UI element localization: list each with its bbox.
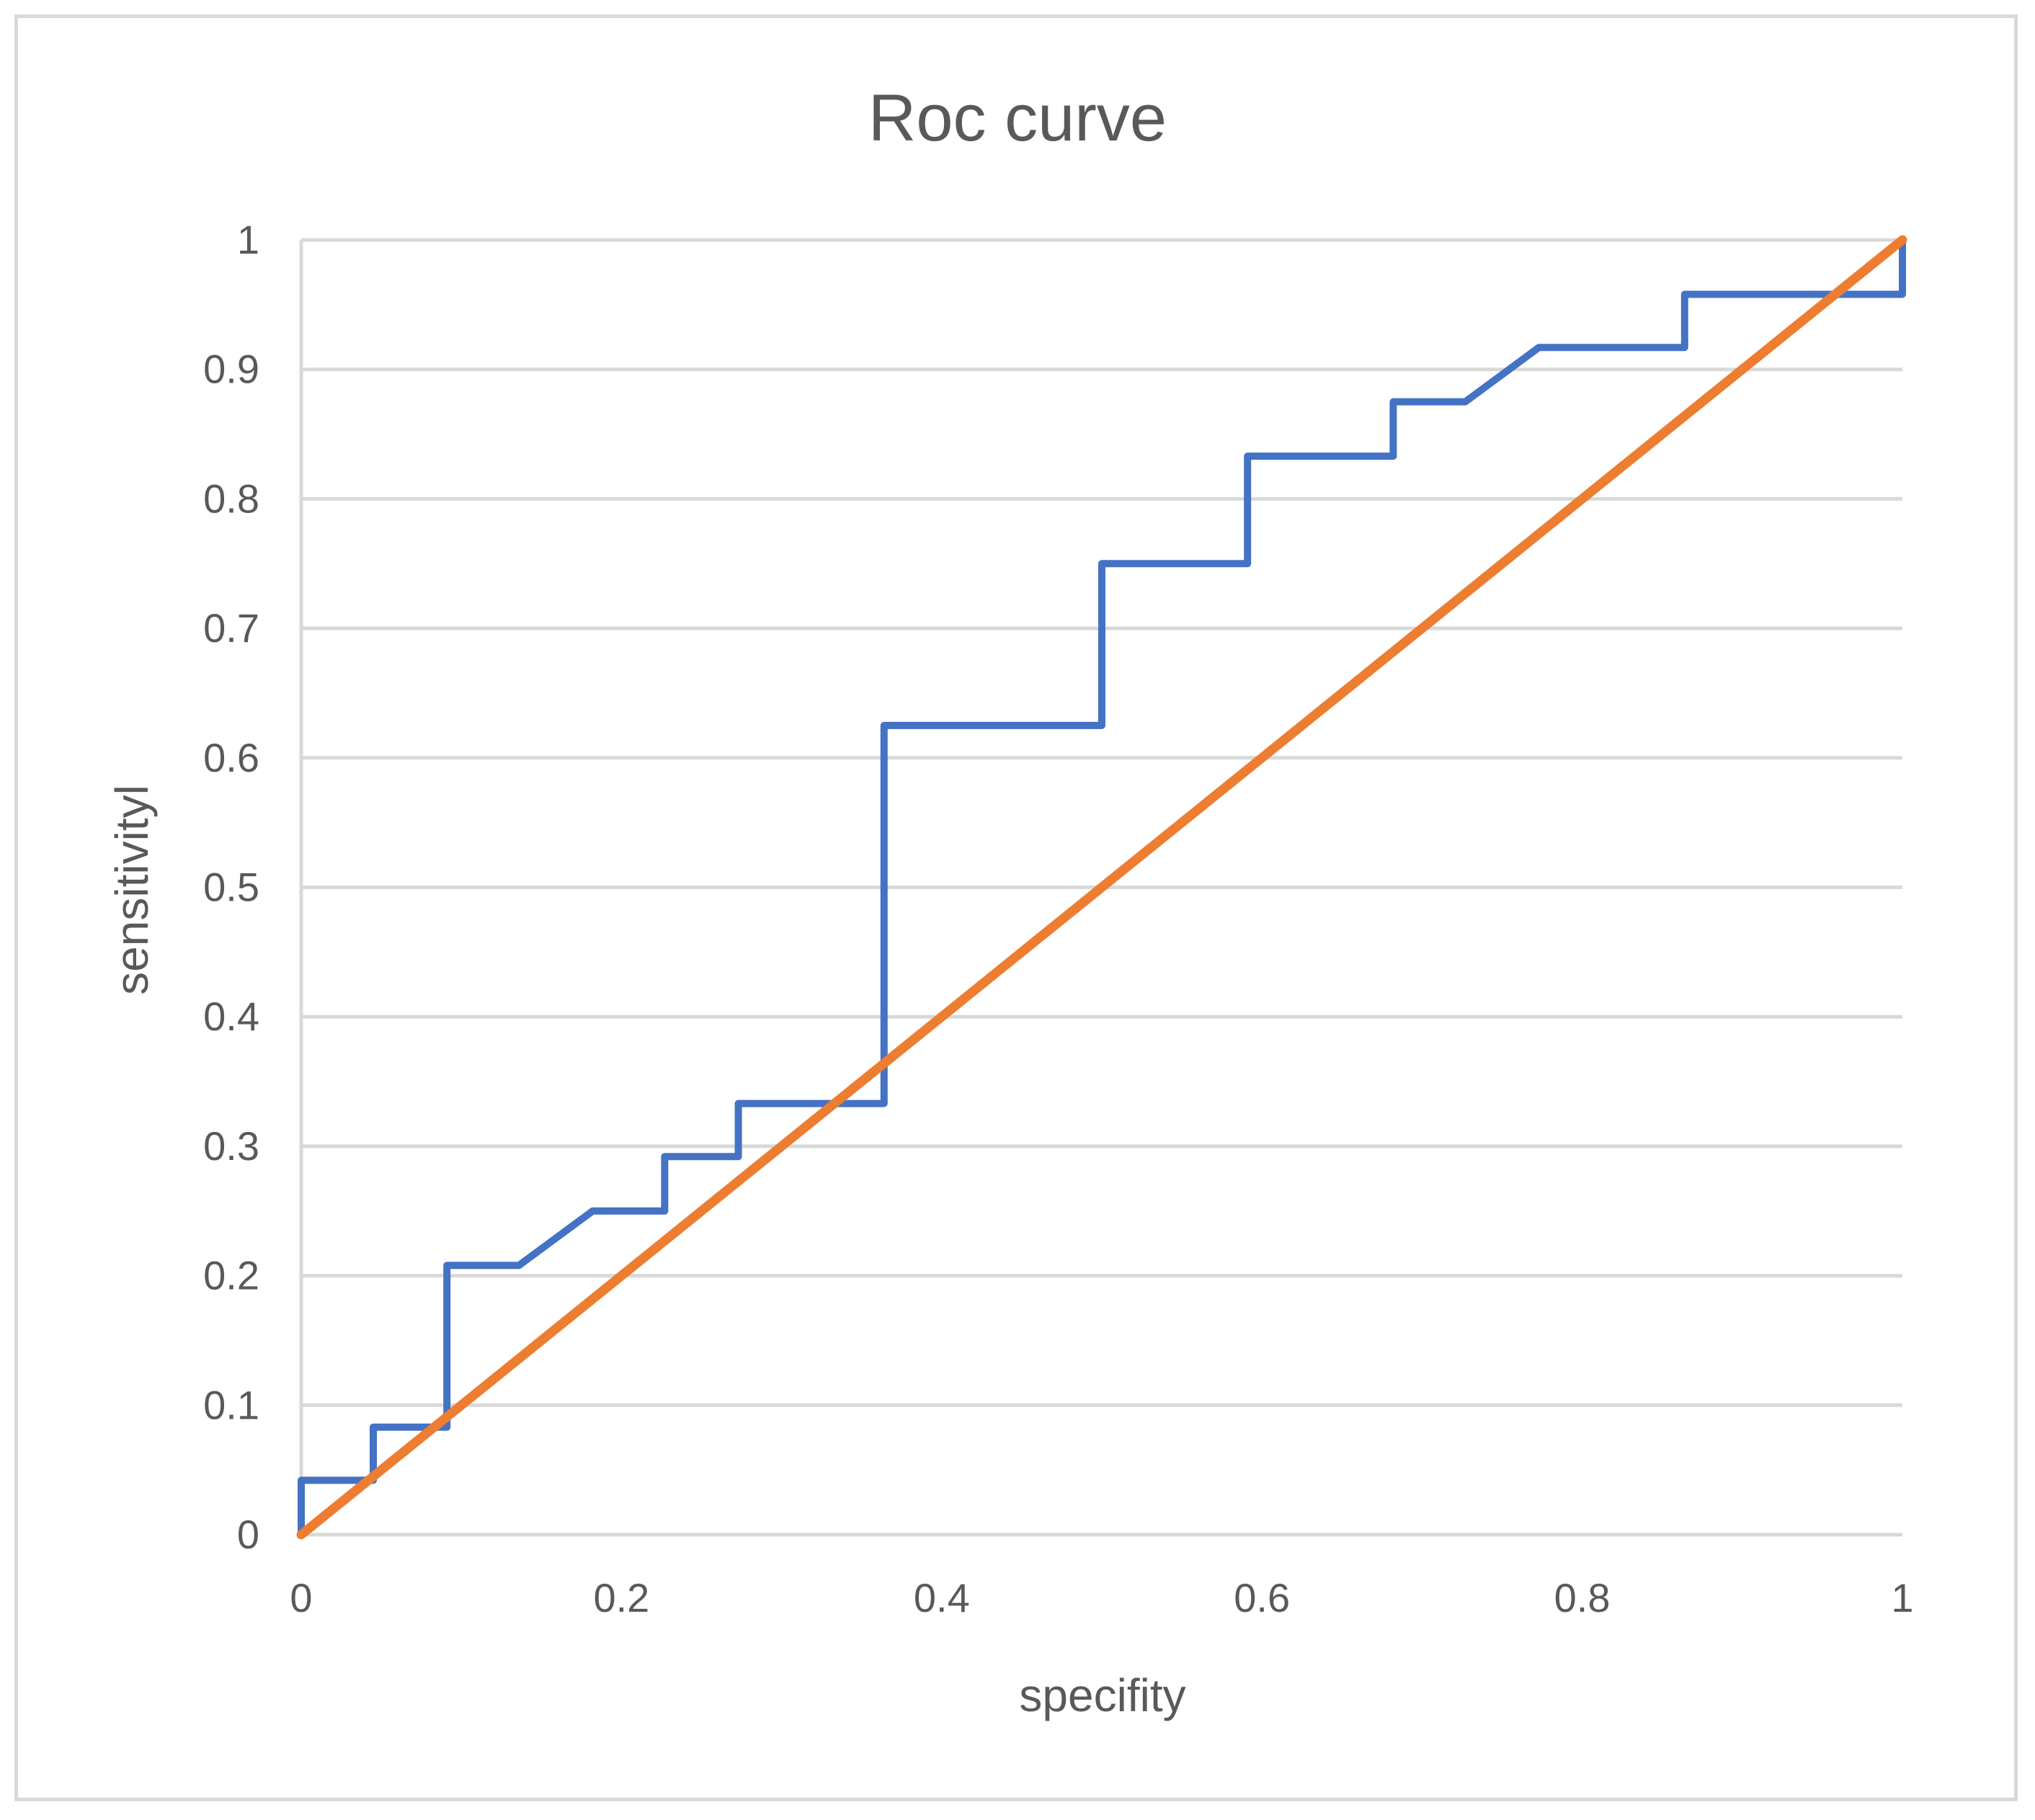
y-tick-label: 0.7 [203,605,259,651]
x-tick-labels: 0 0.2 0.4 0.6 0.8 1 [290,1575,1913,1620]
x-tick-label: 0.2 [593,1575,649,1620]
y-tick-label: 0.3 [203,1123,259,1169]
x-tick-label: 1 [1891,1575,1913,1620]
y-tick-label: 0.8 [203,476,259,521]
reference-diagonal-line [296,235,1907,1540]
y-tick-label: 1 [237,217,259,262]
y-axis-label: sensitivityl [106,785,158,995]
x-tick-label: 0.4 [914,1575,970,1620]
x-tick-label: 0 [290,1575,312,1620]
x-axis-label: specifity [1019,1669,1185,1721]
y-tick-label: 0.5 [203,865,259,910]
y-tick-labels: 0 0.1 0.2 0.3 0.4 0.5 0.6 0.7 0.8 0.9 1 [203,217,259,1557]
roc-curve-line [298,236,1906,1538]
chart-title: Roc curve [868,81,1167,155]
y-tick-label: 0.6 [203,735,259,780]
series-group [296,235,1907,1540]
x-tick-label: 0.6 [1234,1575,1290,1620]
y-tick-label: 0.2 [203,1253,259,1298]
y-tick-label: 0.9 [203,347,259,392]
y-tick-label: 0.4 [203,994,259,1039]
x-tick-label: 0.8 [1554,1575,1611,1620]
y-tick-label: 0 [237,1512,259,1557]
axes [299,240,1902,1537]
gridlines [301,238,1902,1407]
y-tick-label: 0.1 [203,1382,259,1427]
